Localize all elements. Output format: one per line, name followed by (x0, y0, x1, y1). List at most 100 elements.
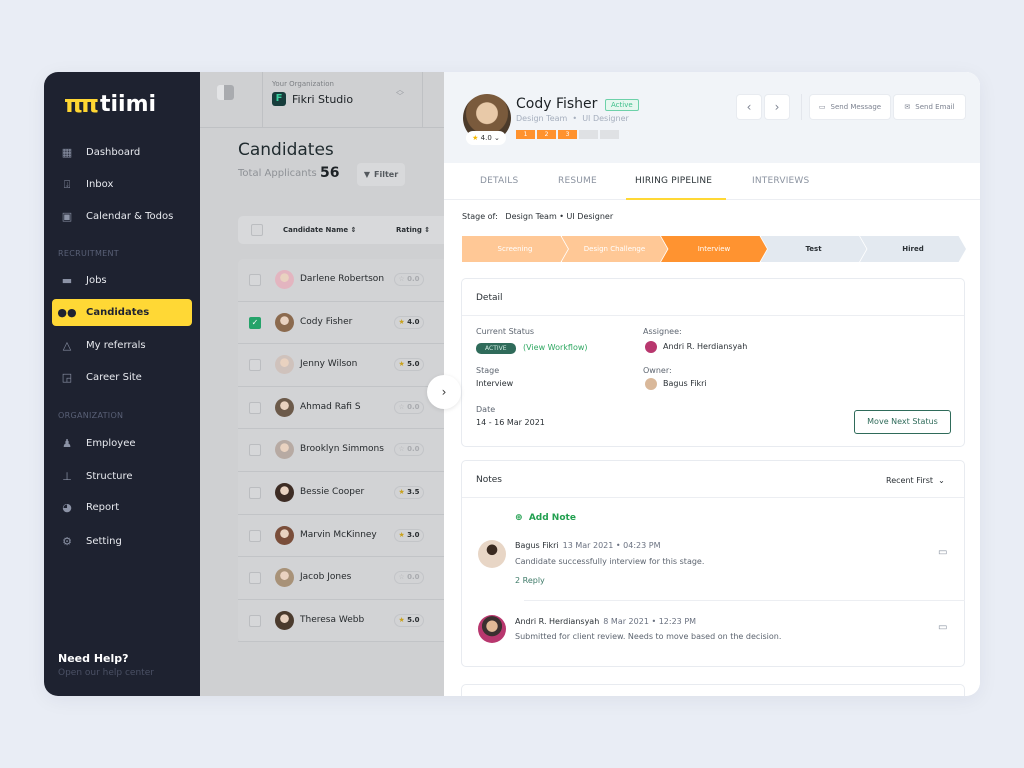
comment-icon[interactable]: ▭ (938, 622, 948, 633)
page-title: Candidates (238, 140, 334, 160)
row-checkbox[interactable] (249, 359, 261, 372)
table-row[interactable]: Darlene Robertson ☆ 0.0 (238, 259, 444, 302)
table-row[interactable]: Theresa Webb ★ 5.0 (238, 600, 444, 643)
sidebar-item-referrals[interactable]: △ My referrals (52, 332, 192, 359)
candidate-name[interactable]: Theresa Webb (300, 614, 365, 625)
candidate-name[interactable]: Jenny Wilson (300, 359, 358, 370)
prev-button[interactable]: ‹ (737, 95, 761, 119)
rating-dropdown[interactable]: ★ 4.0 ⌄ (466, 131, 506, 145)
logo[interactable]: ππ tiimi (64, 90, 156, 118)
row-checkbox[interactable] (249, 614, 261, 627)
sidebar-item-jobs[interactable]: ▬ Jobs (52, 267, 192, 294)
rating-badge: ☆ 0.0 (394, 443, 424, 457)
candidate-name[interactable]: Brooklyn Simmons (300, 444, 384, 455)
author: Bagus Fikri (515, 541, 559, 550)
table-row[interactable]: Brooklyn Simmons ☆ 0.0 (238, 429, 444, 472)
plus-circle-icon: ⊕ (515, 513, 523, 523)
card-title: Detail (462, 279, 964, 316)
sidebar-item-structure[interactable]: ⊥ Structure (52, 463, 192, 490)
comment-icon[interactable]: ▭ (938, 547, 948, 558)
candidate-name[interactable]: Marvin McKinney (300, 529, 377, 540)
table-row[interactable]: Jacob Jones ☆ 0.0 (238, 557, 444, 600)
send-email-button[interactable]: ✉ Send Email (894, 95, 965, 119)
move-next-status-button[interactable]: Move Next Status (854, 410, 951, 434)
tab-interviews[interactable]: INTERVIEWS (752, 176, 810, 186)
table-row[interactable]: Bessie Cooper ★ 3.5 (238, 472, 444, 515)
avatar (275, 482, 294, 502)
candidate-name[interactable]: Bessie Cooper (300, 486, 365, 497)
rating-value: 5.0 (407, 615, 420, 624)
candidate-name[interactable]: Ahmad Rafi S (300, 401, 361, 412)
sidebar-item-setting[interactable]: ⚙ Setting (52, 528, 192, 555)
sidebar-item-dashboard[interactable]: ▦ Dashboard (52, 139, 192, 166)
row-checkbox[interactable] (249, 444, 261, 457)
hierarchy-icon: ⊥ (62, 470, 72, 483)
candidate-name[interactable]: Jacob Jones (300, 572, 352, 583)
org-logo-icon: F (272, 92, 286, 106)
star-icon: ★ (398, 360, 405, 369)
sidebar-toggle-icon[interactable] (217, 85, 234, 100)
help-subtitle: Open our help center (58, 668, 154, 678)
next-button[interactable]: › (765, 95, 789, 119)
row-checkbox[interactable] (249, 401, 261, 414)
stage-step (579, 130, 598, 139)
table-row[interactable]: ✓ Cody Fisher ★ 4.0 (238, 302, 444, 345)
row-checkbox[interactable] (249, 529, 261, 542)
topbar: Your Organization F Fikri Studio ︿ ﹀ (200, 72, 444, 128)
send-message-button[interactable]: ▭ Send Message (810, 95, 890, 119)
view-workflow-link[interactable]: (View Workflow) (523, 343, 588, 352)
table-row[interactable]: Ahmad Rafi S ☆ 0.0 (238, 387, 444, 430)
select-all-checkbox[interactable] (251, 224, 263, 236)
pie-chart-icon: ◕ (62, 501, 72, 514)
table-row[interactable]: Jenny Wilson ★ 5.0 (238, 344, 444, 387)
triangle-icon: △ (62, 339, 72, 352)
total-count: 56 (320, 165, 340, 181)
avatar (478, 540, 506, 568)
row-checkbox[interactable] (249, 274, 261, 286)
label: Calendar & Todos (86, 211, 174, 222)
row-checkbox[interactable] (249, 486, 261, 499)
chevron-right-icon[interactable]: › (427, 375, 461, 409)
pipeline-stage-interview[interactable]: Interview (661, 236, 767, 262)
filter-button[interactable]: ▼ Filter (357, 163, 405, 186)
tab-resume[interactable]: RESUME (558, 176, 597, 186)
rating-value: 0.0 (407, 275, 420, 283)
sidebar-item-candidates[interactable]: ●● Candidates (52, 299, 192, 326)
rating-badge: ★ 3.0 (394, 528, 424, 542)
sidebar-item-career-site[interactable]: ◲ Career Site (52, 364, 192, 391)
table-row[interactable]: Marvin McKinney ★ 3.0 (238, 515, 444, 558)
sidebar-item-calendar[interactable]: ▣ Calendar & Todos (52, 203, 192, 230)
rating-badge: ☆ 0.0 (394, 273, 424, 286)
row-checkbox[interactable] (249, 572, 261, 585)
avatar (275, 397, 294, 417)
rating-value: 4.0 (407, 317, 420, 326)
row-checkbox[interactable]: ✓ (249, 316, 261, 329)
pipeline-stage-design-challenge[interactable]: Design Challenge (561, 236, 668, 262)
org-switcher[interactable]: Fikri Studio (292, 93, 354, 106)
pipeline-stage-hired[interactable]: Hired (860, 236, 966, 262)
avatar (275, 568, 294, 588)
pipeline-stage-screening[interactable]: Screening (462, 236, 568, 262)
tab-details[interactable]: DETAILS (480, 176, 519, 186)
pipeline-stage-test[interactable]: Test (760, 236, 867, 262)
label: Current Status (476, 327, 535, 336)
section-recruitment: RECRUITMENT (58, 249, 119, 258)
col-rating[interactable]: Rating ⇕ (396, 226, 431, 234)
col-candidate-name[interactable]: Candidate Name ⇕ (283, 226, 357, 234)
stage-step: 2 (537, 130, 556, 139)
tab-hiring-pipeline[interactable]: HIRING PIPELINE (635, 176, 713, 186)
candidates-panel: Your Organization F Fikri Studio ︿ ﹀ Cand… (200, 72, 444, 696)
chevron-updown-icon[interactable]: ︿ ﹀ (396, 85, 404, 101)
sidebar-item-employee[interactable]: ♟ Employee (52, 430, 192, 457)
add-note-button[interactable]: ⊕ Add Note (515, 513, 576, 523)
stage-step: 3 (558, 130, 577, 139)
replies-link[interactable]: 2 Reply (515, 576, 545, 585)
candidate-name[interactable]: Cody Fisher (300, 316, 353, 327)
sidebar-item-inbox[interactable]: ⍗ Inbox (52, 171, 192, 198)
sidebar-item-report[interactable]: ◕ Report (52, 494, 192, 521)
candidate-name[interactable]: Darlene Robertson (300, 274, 385, 284)
candidate-list: Darlene Robertson ☆ 0.0 ✓ Cody Fisher ★ 4… (238, 259, 444, 643)
sort-dropdown[interactable]: Recent First ⌄ (886, 476, 945, 485)
org-label: Your Organization (272, 80, 334, 88)
help-link[interactable]: Need Help? Open our help center (58, 652, 154, 678)
